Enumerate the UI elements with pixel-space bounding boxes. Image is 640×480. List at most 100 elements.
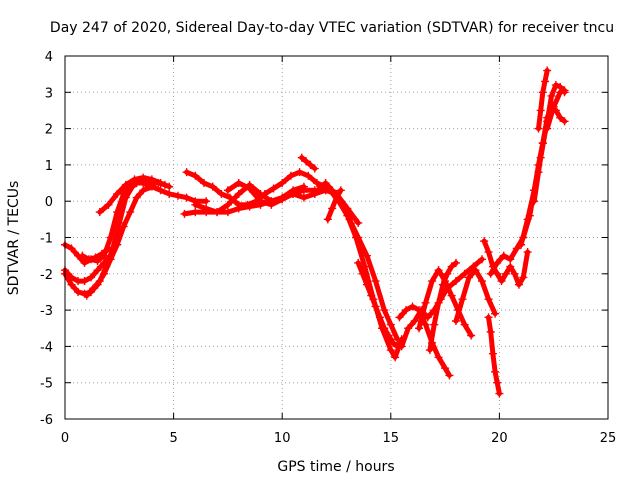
y-tick-label: 2 <box>45 123 53 138</box>
data-point-plus-marker <box>478 277 487 286</box>
data-point-plus-marker <box>128 182 137 191</box>
data-point-plus-marker <box>202 204 211 213</box>
data-point-plus-marker <box>312 179 321 188</box>
data-point-plus-marker <box>484 248 493 257</box>
data-point-plus-marker <box>491 309 500 318</box>
x-tick-label: 5 <box>169 431 177 446</box>
data-point-plus-marker <box>467 331 476 340</box>
data-point-plus-marker <box>182 193 191 202</box>
series-track-11 <box>297 153 319 173</box>
chart-title: Day 247 of 2020, Sidereal Day-to-day VTE… <box>50 20 614 36</box>
data-point-plus-marker <box>173 191 182 200</box>
data-point-plus-marker <box>100 258 109 267</box>
data-point-plus-marker <box>408 302 417 311</box>
data-point-plus-marker <box>451 316 460 325</box>
data-point-plus-marker <box>358 269 367 278</box>
data-point-plus-marker <box>223 200 232 209</box>
data-point-plus-marker <box>126 208 135 217</box>
data-point-plus-marker <box>534 168 543 177</box>
data-point-plus-marker <box>434 298 443 307</box>
data-point-plus-marker <box>119 222 128 231</box>
plot-frame <box>64 55 609 420</box>
data-point-plus-marker <box>514 280 523 289</box>
data-point-plus-marker <box>458 295 467 304</box>
data-point-plus-marker <box>80 277 89 286</box>
data-point-plus-marker <box>375 313 384 322</box>
data-point-plus-marker <box>447 291 456 300</box>
data-point-plus-marker <box>310 164 319 173</box>
data-point-plus-marker <box>299 193 308 202</box>
data-point-plus-marker <box>139 186 148 195</box>
data-point-plus-marker <box>234 200 243 209</box>
y-tick-label: 3 <box>45 86 53 101</box>
data-point-plus-marker <box>443 269 452 278</box>
data-point-plus-marker <box>113 189 122 198</box>
data-point-plus-marker <box>95 208 104 217</box>
data-point-plus-marker <box>156 186 165 195</box>
y-tick-label: -2 <box>40 268 53 283</box>
data-point-plus-marker <box>256 197 265 206</box>
data-point-plus-marker <box>328 204 337 213</box>
data-point-plus-marker <box>191 171 200 180</box>
data-point-plus-marker <box>447 262 456 271</box>
data-point-plus-marker <box>430 320 439 329</box>
data-point-plus-marker <box>523 215 532 224</box>
data-point-plus-marker <box>191 200 200 209</box>
data-point-plus-marker <box>82 291 91 300</box>
data-point-plus-marker <box>506 262 515 271</box>
data-point-plus-marker <box>501 269 510 278</box>
data-point-plus-marker <box>395 313 404 322</box>
data-point-plus-marker <box>538 88 547 97</box>
data-point-plus-marker <box>289 189 298 198</box>
series-trace <box>544 88 568 132</box>
data-point-plus-marker <box>267 200 276 209</box>
x-tick-label: 20 <box>491 431 508 446</box>
data-point-plus-marker <box>386 320 395 329</box>
data-point-plus-marker <box>345 215 354 224</box>
data-point-plus-marker <box>415 324 424 333</box>
data-point-plus-marker <box>386 346 395 355</box>
data-point-plus-marker <box>234 179 243 188</box>
x-axis-label: GPS time / hours <box>277 459 394 475</box>
series-track-13 <box>310 179 402 344</box>
data-point-plus-marker <box>223 208 232 217</box>
data-point-plus-marker <box>80 258 89 267</box>
data-point-plus-marker <box>423 313 432 322</box>
data-point-plus-marker <box>278 179 287 188</box>
data-point-plus-marker <box>464 273 473 282</box>
data-point-plus-marker <box>371 277 380 286</box>
data-point-plus-marker <box>460 320 469 329</box>
series-track-26 <box>534 66 552 133</box>
data-point-plus-marker <box>104 200 113 209</box>
data-point-plus-marker <box>95 277 104 286</box>
data-point-plus-marker <box>397 342 406 351</box>
y-tick-label: -4 <box>40 340 53 355</box>
data-point-plus-marker <box>549 102 558 111</box>
data-point-plus-marker <box>484 295 493 304</box>
y-tick-label: -3 <box>40 304 53 319</box>
data-point-plus-marker <box>410 316 419 325</box>
data-point-plus-marker <box>512 244 521 253</box>
data-point-plus-marker <box>391 353 400 362</box>
data-point-plus-marker <box>547 91 556 100</box>
data-point-plus-marker <box>180 209 189 218</box>
series-trace <box>531 104 568 204</box>
data-point-plus-marker <box>425 346 434 355</box>
data-point-plus-marker <box>510 269 519 278</box>
data-point-plus-marker <box>506 255 515 264</box>
data-point-plus-marker <box>147 175 156 184</box>
data-point-plus-marker <box>434 353 443 362</box>
data-point-plus-marker <box>323 215 332 224</box>
data-point-plus-marker <box>519 273 528 282</box>
data-point-plus-marker <box>362 280 371 289</box>
data-point-plus-marker <box>89 284 98 293</box>
data-point-plus-marker <box>269 184 278 193</box>
data-point-plus-marker <box>200 179 209 188</box>
series-track-19 <box>425 258 460 355</box>
y-tick-label: 0 <box>45 195 53 210</box>
data-point-plus-marker <box>393 335 402 344</box>
data-point-plus-marker <box>536 106 545 115</box>
data-point-plus-marker <box>499 251 508 260</box>
data-point-plus-marker <box>121 180 130 189</box>
data-point-plus-marker <box>182 168 191 177</box>
